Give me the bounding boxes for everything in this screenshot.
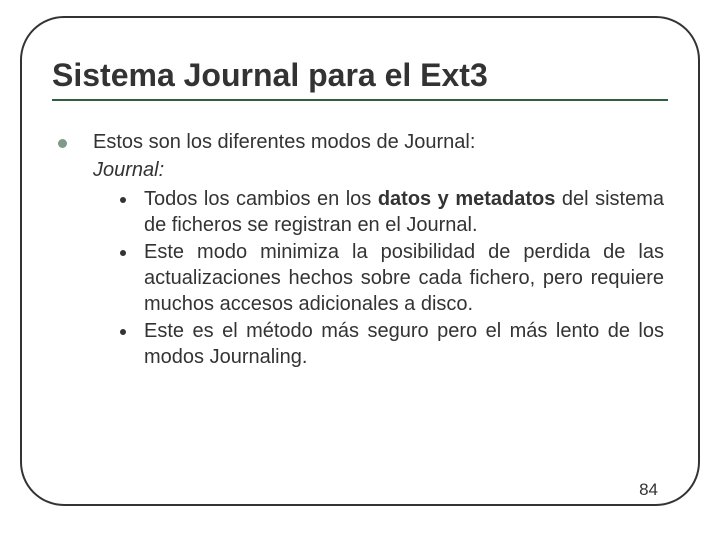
list-item: Este es el método más seguro pero el más… (120, 319, 664, 370)
list-item: Todos los cambios en los datos y metadat… (120, 187, 664, 238)
slide: Sistema Journal para el Ext3 Estos son l… (0, 0, 720, 540)
list-item: Estos son los diferentes modos de Journa… (58, 130, 664, 156)
list-item: Este modo minimiza la posibilidad de per… (120, 240, 664, 317)
title-area: Sistema Journal para el Ext3 (52, 58, 668, 101)
body-content: Estos son los diferentes modos de Journa… (58, 130, 664, 372)
bold-span: datos y metadatos (378, 188, 556, 210)
page-number: 84 (639, 480, 658, 500)
sub-item-1: Todos los cambios en los datos y metadat… (144, 187, 664, 238)
sub-item-2: Este modo minimiza la posibilidad de per… (144, 240, 664, 317)
sub-item-3: Este es el método más seguro pero el más… (144, 319, 664, 370)
bullet-icon (120, 329, 126, 335)
mode-name: Journal: (93, 158, 664, 184)
text-span: Todos los cambios en los (144, 188, 378, 210)
bullet-icon (120, 197, 126, 203)
intro-text: Estos son los diferentes modos de Journa… (93, 130, 664, 156)
bullet-icon (58, 139, 67, 148)
slide-title: Sistema Journal para el Ext3 (52, 58, 668, 93)
title-underline (52, 99, 668, 101)
bullet-icon (120, 250, 126, 256)
